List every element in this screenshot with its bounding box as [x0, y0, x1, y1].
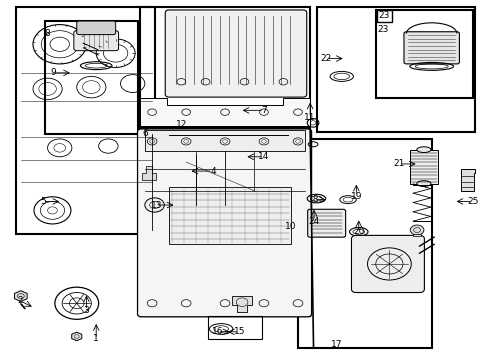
Polygon shape: [15, 291, 27, 301]
Ellipse shape: [416, 181, 430, 186]
Polygon shape: [140, 98, 309, 126]
Text: 24: 24: [308, 217, 319, 226]
Circle shape: [144, 198, 164, 212]
Bar: [207, 316, 261, 339]
Text: 18: 18: [307, 195, 319, 204]
Bar: [169, 187, 290, 244]
Text: 1: 1: [93, 334, 99, 343]
Bar: [140, 7, 309, 126]
Polygon shape: [154, 130, 292, 230]
Text: 12: 12: [175, 120, 186, 129]
Polygon shape: [460, 169, 474, 191]
Ellipse shape: [416, 147, 430, 153]
Text: 4: 4: [210, 167, 215, 176]
Text: 19: 19: [350, 192, 361, 201]
Text: 5: 5: [40, 197, 45, 206]
Text: 10: 10: [285, 222, 296, 231]
Bar: [144, 130, 305, 152]
Bar: [317, 7, 474, 132]
Text: 21: 21: [393, 159, 404, 168]
Text: 15: 15: [233, 327, 245, 336]
Polygon shape: [142, 166, 156, 180]
Text: 6: 6: [142, 129, 148, 138]
FancyBboxPatch shape: [307, 209, 345, 237]
Text: 13: 13: [151, 201, 163, 210]
Text: 2: 2: [17, 296, 22, 305]
Bar: [409, 150, 437, 184]
Bar: [16, 7, 154, 234]
FancyBboxPatch shape: [403, 32, 458, 64]
Bar: [140, 128, 309, 316]
Bar: [45, 21, 137, 134]
FancyBboxPatch shape: [137, 129, 311, 317]
Text: 8: 8: [44, 29, 50, 38]
Text: 22: 22: [320, 54, 331, 63]
Circle shape: [409, 225, 423, 235]
Bar: [412, 234, 420, 237]
Bar: [375, 10, 472, 98]
FancyBboxPatch shape: [77, 21, 116, 35]
Bar: [169, 137, 281, 207]
Text: 14: 14: [258, 152, 269, 161]
Text: 23: 23: [377, 26, 388, 35]
Text: 9: 9: [50, 68, 56, 77]
Text: 16: 16: [212, 327, 223, 336]
Text: 20: 20: [352, 227, 364, 236]
Text: 25: 25: [467, 197, 478, 206]
Text: 11: 11: [304, 113, 315, 122]
Text: 3: 3: [83, 306, 89, 315]
Text: 17: 17: [330, 340, 342, 349]
FancyBboxPatch shape: [74, 31, 118, 51]
Text: 7: 7: [261, 106, 266, 115]
FancyBboxPatch shape: [351, 235, 424, 293]
Text: 23: 23: [378, 11, 389, 20]
Polygon shape: [72, 332, 81, 341]
Polygon shape: [232, 296, 251, 312]
Bar: [162, 132, 287, 212]
Bar: [297, 139, 431, 348]
FancyBboxPatch shape: [165, 10, 306, 97]
